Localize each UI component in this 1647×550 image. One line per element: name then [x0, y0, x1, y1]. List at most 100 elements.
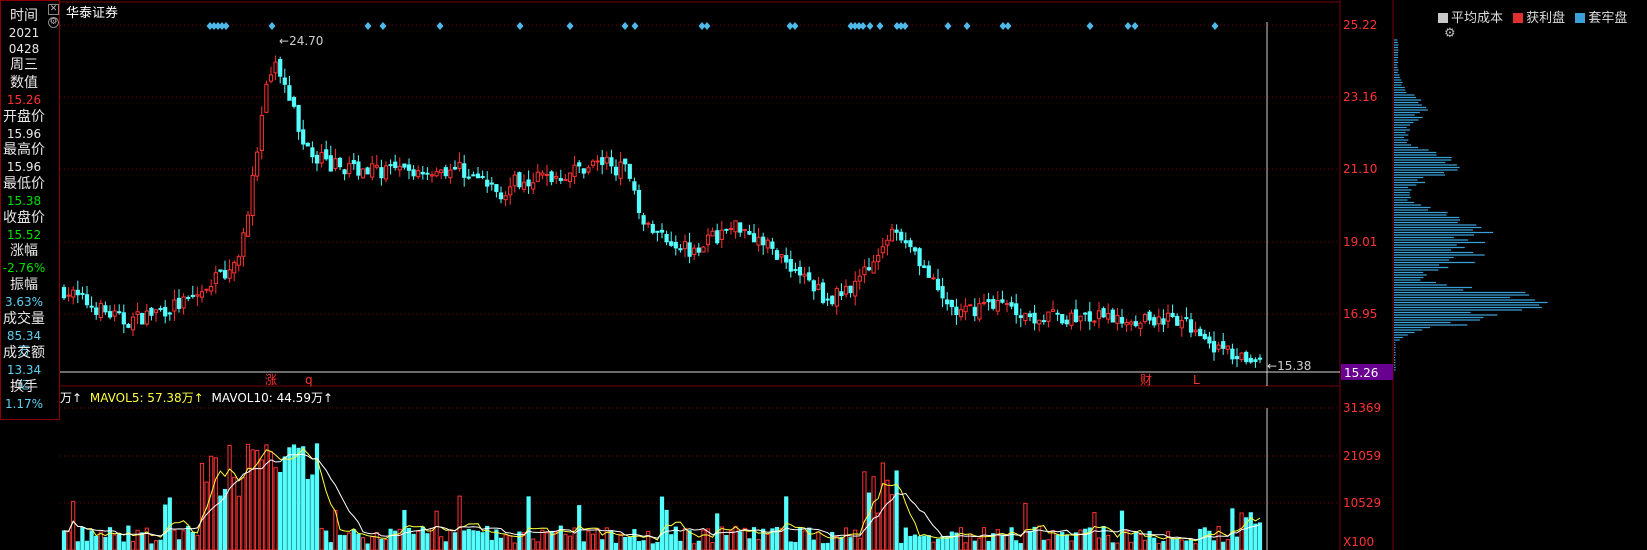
candle-body[interactable]: [1055, 312, 1060, 315]
volume-bar[interactable]: [324, 530, 329, 550]
volume-bar[interactable]: [1101, 525, 1106, 550]
volume-bar[interactable]: [103, 536, 108, 550]
candle-body[interactable]: [1207, 336, 1212, 344]
chip-settings-icon[interactable]: ⚙: [1444, 26, 1456, 41]
volume-bar[interactable]: [489, 539, 494, 550]
volume-bar[interactable]: [199, 462, 205, 550]
volume-bar[interactable]: [236, 495, 241, 550]
candle-body[interactable]: [940, 286, 945, 299]
volume-bar[interactable]: [374, 531, 379, 550]
candle-body[interactable]: [494, 184, 499, 193]
volume-bar[interactable]: [250, 449, 255, 550]
volume-bar[interactable]: [195, 534, 200, 550]
candle-body[interactable]: [600, 157, 605, 166]
candle-body[interactable]: [1078, 315, 1083, 322]
volume-bar[interactable]: [954, 532, 959, 550]
volume-bar[interactable]: [425, 533, 430, 550]
candle-body[interactable]: [843, 285, 849, 295]
volume-bar[interactable]: [140, 532, 145, 550]
volume-bar[interactable]: [742, 527, 747, 550]
volume-bar[interactable]: [623, 536, 628, 550]
volume-bar[interactable]: [402, 509, 407, 550]
volume-bar[interactable]: [1124, 530, 1129, 550]
candle-body[interactable]: [282, 77, 287, 85]
volume-bar[interactable]: [443, 541, 448, 550]
candle-body[interactable]: [462, 163, 467, 178]
candle-body[interactable]: [80, 292, 85, 295]
candle-body[interactable]: [1211, 341, 1217, 353]
volume-bar[interactable]: [853, 529, 858, 550]
volume-bar[interactable]: [360, 537, 366, 550]
candle-body[interactable]: [328, 155, 333, 172]
volume-bar[interactable]: [167, 497, 172, 550]
candle-body[interactable]: [517, 172, 522, 188]
candle-body[interactable]: [1069, 312, 1074, 326]
volume-bar[interactable]: [558, 525, 563, 550]
volume-bar[interactable]: [1000, 534, 1005, 550]
volume-bar[interactable]: [977, 537, 982, 550]
volume-bar[interactable]: [682, 528, 688, 550]
candle-body[interactable]: [1064, 319, 1069, 325]
candle-body[interactable]: [250, 174, 255, 217]
candle-body[interactable]: [581, 168, 586, 174]
candle-body[interactable]: [1115, 314, 1120, 324]
volume-bar[interactable]: [503, 534, 508, 550]
volume-bar[interactable]: [1175, 538, 1180, 550]
candle-body[interactable]: [535, 171, 540, 182]
volume-bar[interactable]: [1142, 539, 1148, 550]
volume-bar[interactable]: [117, 532, 122, 550]
volume-bar[interactable]: [1073, 532, 1079, 550]
candle-body[interactable]: [747, 230, 752, 235]
candle-body[interactable]: [117, 311, 122, 314]
volume-bar[interactable]: [986, 540, 991, 550]
candle-body[interactable]: [227, 269, 232, 279]
volume-bar[interactable]: [471, 530, 476, 550]
candle-body[interactable]: [158, 307, 163, 310]
volume-bar[interactable]: [705, 528, 711, 550]
candle-body[interactable]: [310, 147, 315, 158]
volume-bar[interactable]: [595, 528, 600, 550]
candle-body[interactable]: [112, 310, 117, 317]
candle-body[interactable]: [761, 236, 766, 246]
candle-body[interactable]: [968, 304, 973, 307]
legend-profit[interactable]: 获利盘: [1513, 11, 1565, 26]
volume-bar[interactable]: [232, 476, 237, 550]
candle-body[interactable]: [793, 268, 798, 271]
candle-body[interactable]: [931, 277, 936, 280]
volume-bar[interactable]: [880, 462, 885, 550]
volume-bar[interactable]: [1064, 534, 1069, 550]
volume-bar[interactable]: [452, 532, 458, 550]
volume-bar[interactable]: [935, 538, 941, 550]
candle-body[interactable]: [682, 241, 688, 250]
candle-body[interactable]: [425, 172, 430, 175]
candle-body[interactable]: [379, 167, 384, 179]
volume-bar[interactable]: [521, 532, 527, 550]
volume-bar[interactable]: [172, 529, 177, 550]
volume-bar[interactable]: [314, 443, 320, 550]
volume-bar[interactable]: [1147, 530, 1152, 550]
candle-body[interactable]: [678, 248, 683, 251]
candle-body[interactable]: [351, 159, 356, 165]
volume-bar[interactable]: [475, 530, 481, 550]
volume-bar[interactable]: [98, 531, 103, 550]
candle-body[interactable]: [659, 229, 665, 233]
candle-body[interactable]: [190, 294, 195, 298]
volume-bar[interactable]: [664, 509, 669, 550]
volume-bar[interactable]: [724, 534, 729, 550]
volume-bar[interactable]: [687, 530, 692, 550]
volume-bar[interactable]: [273, 467, 278, 550]
candle-body[interactable]: [135, 311, 140, 315]
candle-body[interactable]: [1138, 322, 1143, 329]
candle-body[interactable]: [383, 165, 389, 180]
volume-bar[interactable]: [1257, 522, 1263, 550]
volume-bar[interactable]: [646, 530, 651, 550]
candle-body[interactable]: [153, 309, 159, 313]
volume-bar[interactable]: [995, 529, 1000, 550]
candle-body[interactable]: [66, 294, 71, 297]
candle-body[interactable]: [839, 291, 844, 297]
candle-body[interactable]: [485, 179, 490, 187]
candle-body[interactable]: [623, 158, 628, 165]
volume-bar[interactable]: [903, 527, 908, 550]
candle-body[interactable]: [848, 285, 853, 294]
volume-bar[interactable]: [84, 540, 90, 550]
